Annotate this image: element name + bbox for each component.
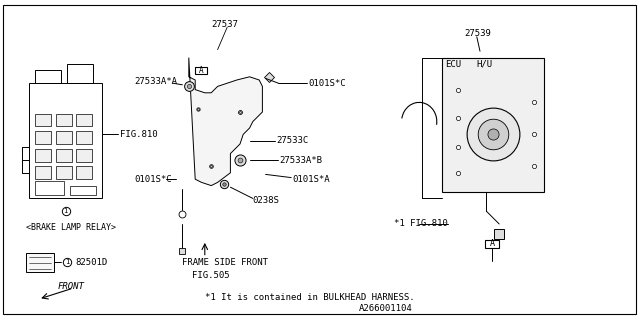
Bar [67, 64, 93, 83]
Bar [35, 166, 51, 179]
Bar [29, 83, 102, 198]
Text: 82501D: 82501D [76, 258, 108, 267]
Text: FRONT: FRONT [58, 282, 84, 291]
Text: 27539: 27539 [464, 29, 491, 38]
Bar [76, 166, 92, 179]
Text: 27533C: 27533C [276, 136, 308, 145]
Bar [76, 149, 92, 162]
Text: FIG.810: FIG.810 [120, 130, 158, 139]
Text: <BRAKE LAMP RELAY>: <BRAKE LAMP RELAY> [26, 223, 116, 232]
Bar [35, 149, 51, 162]
Bar [442, 58, 544, 192]
Text: 27537: 27537 [211, 20, 238, 28]
Bar [56, 149, 72, 162]
Text: *1 It is contained in BULKHEAD HARNESS.: *1 It is contained in BULKHEAD HARNESS. [205, 293, 415, 302]
Text: 0238S: 0238S [253, 196, 280, 204]
Bar [35, 114, 51, 126]
Bar [26, 253, 54, 272]
Polygon shape [189, 58, 262, 186]
Bar [56, 114, 72, 126]
Text: A: A [198, 66, 204, 75]
Text: FIG.505: FIG.505 [192, 271, 230, 280]
Bar [76, 114, 92, 126]
Text: *1 FIG.810: *1 FIG.810 [394, 220, 447, 228]
Text: 0101S*C: 0101S*C [134, 175, 172, 184]
Bar [195, 67, 207, 74]
Bar [35, 131, 51, 144]
Text: 1: 1 [63, 208, 68, 214]
Text: FRAME SIDE FRONT: FRAME SIDE FRONT [182, 258, 268, 267]
Text: 0101S*C: 0101S*C [308, 79, 346, 88]
Text: A266001104: A266001104 [358, 304, 412, 313]
Text: 1: 1 [65, 260, 69, 265]
Bar [35, 70, 61, 83]
Text: H/U: H/U [477, 60, 493, 68]
Bar [76, 131, 92, 144]
Bar [56, 166, 72, 179]
Bar [70, 186, 96, 195]
Text: 27533A*B: 27533A*B [280, 156, 323, 164]
Bar [485, 240, 499, 248]
Text: ECU: ECU [445, 60, 461, 68]
Bar [35, 181, 64, 195]
Text: 27533A*A: 27533A*A [134, 77, 177, 86]
Text: 0101S*A: 0101S*A [292, 175, 330, 184]
Bar [56, 131, 72, 144]
Text: A: A [490, 239, 495, 249]
